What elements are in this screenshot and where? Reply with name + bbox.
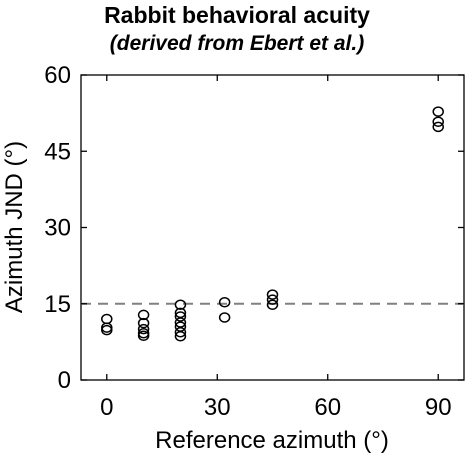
data-point <box>137 317 150 329</box>
y-tick-label: 0 <box>58 367 71 394</box>
y-tick-label: 45 <box>44 138 71 165</box>
data-point <box>432 116 444 128</box>
x-tick-label: 0 <box>100 394 113 421</box>
y-tick-label: 15 <box>44 291 71 318</box>
data-point <box>137 323 150 335</box>
y-tick-label: 30 <box>44 215 71 242</box>
y-tick-label: 60 <box>44 62 71 89</box>
data-point <box>218 296 231 308</box>
data-point <box>266 294 279 305</box>
data-points <box>101 106 444 342</box>
x-ticks: 0 30 60 90 <box>100 75 452 421</box>
x-tick-label: 60 <box>314 394 341 421</box>
data-point <box>174 331 187 342</box>
data-point <box>174 311 187 322</box>
data-point <box>101 324 113 336</box>
data-point <box>266 289 279 300</box>
x-tick-label: 90 <box>425 394 452 421</box>
chart-title: Rabbit behavioral acuity <box>104 2 370 28</box>
y-ticks: 0 15 30 45 60 <box>44 62 464 394</box>
data-point <box>218 312 231 323</box>
data-point <box>174 326 187 338</box>
data-point <box>101 313 113 325</box>
data-point <box>266 299 279 311</box>
data-point <box>174 299 187 311</box>
data-point <box>137 309 150 321</box>
data-point <box>432 121 444 133</box>
chart-subtitle: (derived from Ebert et al.) <box>109 32 365 55</box>
data-point <box>432 106 444 117</box>
x-tick-label: 30 <box>204 394 231 421</box>
data-point <box>137 330 150 342</box>
y-axis-title: Azimuth JND (°) <box>1 141 28 313</box>
x-axis-title: Reference azimuth (°) <box>155 427 389 454</box>
